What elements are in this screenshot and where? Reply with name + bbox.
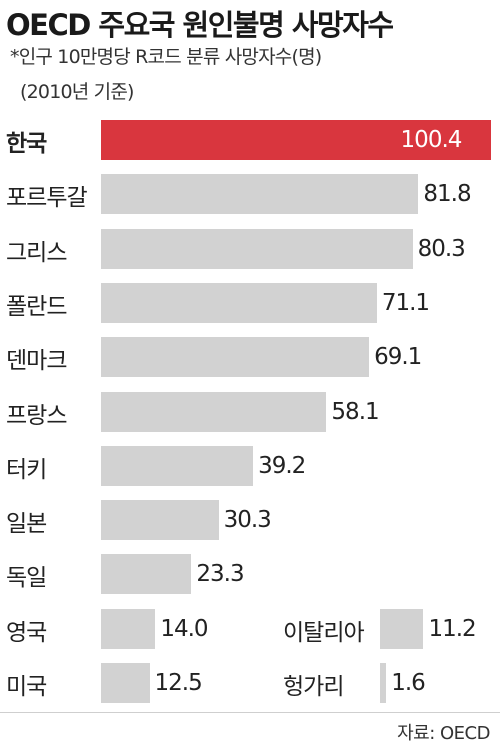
value-label: 11.2 [428,615,476,642]
value-label: 80.3 [417,235,466,262]
category-label: 프랑스 [6,402,67,429]
value-label: 71.1 [381,289,430,316]
value-label: 100.4 [400,127,463,153]
footer-divider [0,712,500,713]
bar [101,608,156,649]
bar [101,445,254,486]
bar [101,282,377,323]
value-label: 30.3 [223,507,272,534]
bar [101,120,491,160]
value-label: 14.0 [160,615,208,642]
category-label: 영국 [6,619,47,646]
value-label: 39.2 [258,452,306,479]
bar [380,663,387,703]
category-label: 포르투갈 [6,185,88,212]
chart-title: OECD 주요국 원인불명 사망자수 [6,8,394,42]
value-label: 81.8 [423,181,471,208]
value-label: 58.1 [331,398,379,425]
bar [101,500,219,541]
bar [101,391,327,432]
category-label: 헝가리 [283,674,344,700]
bar [101,337,370,378]
value-label: 12.5 [154,670,203,696]
bar [380,608,424,649]
chart-subtitle: *인구 10만명당 R코드 분류 사망자수(명) [10,46,322,68]
category-label: 폴란드 [6,293,67,320]
bar [101,663,150,703]
category-label: 독일 [6,565,47,592]
value-label: 69.1 [374,344,422,371]
bar [101,228,413,269]
category-label: 한국 [6,131,47,157]
category-label: 이탈리아 [283,619,365,646]
bar [101,554,192,595]
bar [101,174,419,215]
category-label: 덴마크 [6,348,67,375]
category-label: 터키 [6,456,47,483]
category-label: 일본 [6,511,47,538]
category-label: 그리스 [6,239,67,266]
value-label: 1.6 [391,670,426,696]
source-note: 자료: OECD [397,723,490,744]
chart-subtitle-year: (2010년 기준) [20,81,134,103]
category-label: 미국 [6,674,47,700]
value-label: 23.3 [196,561,244,588]
